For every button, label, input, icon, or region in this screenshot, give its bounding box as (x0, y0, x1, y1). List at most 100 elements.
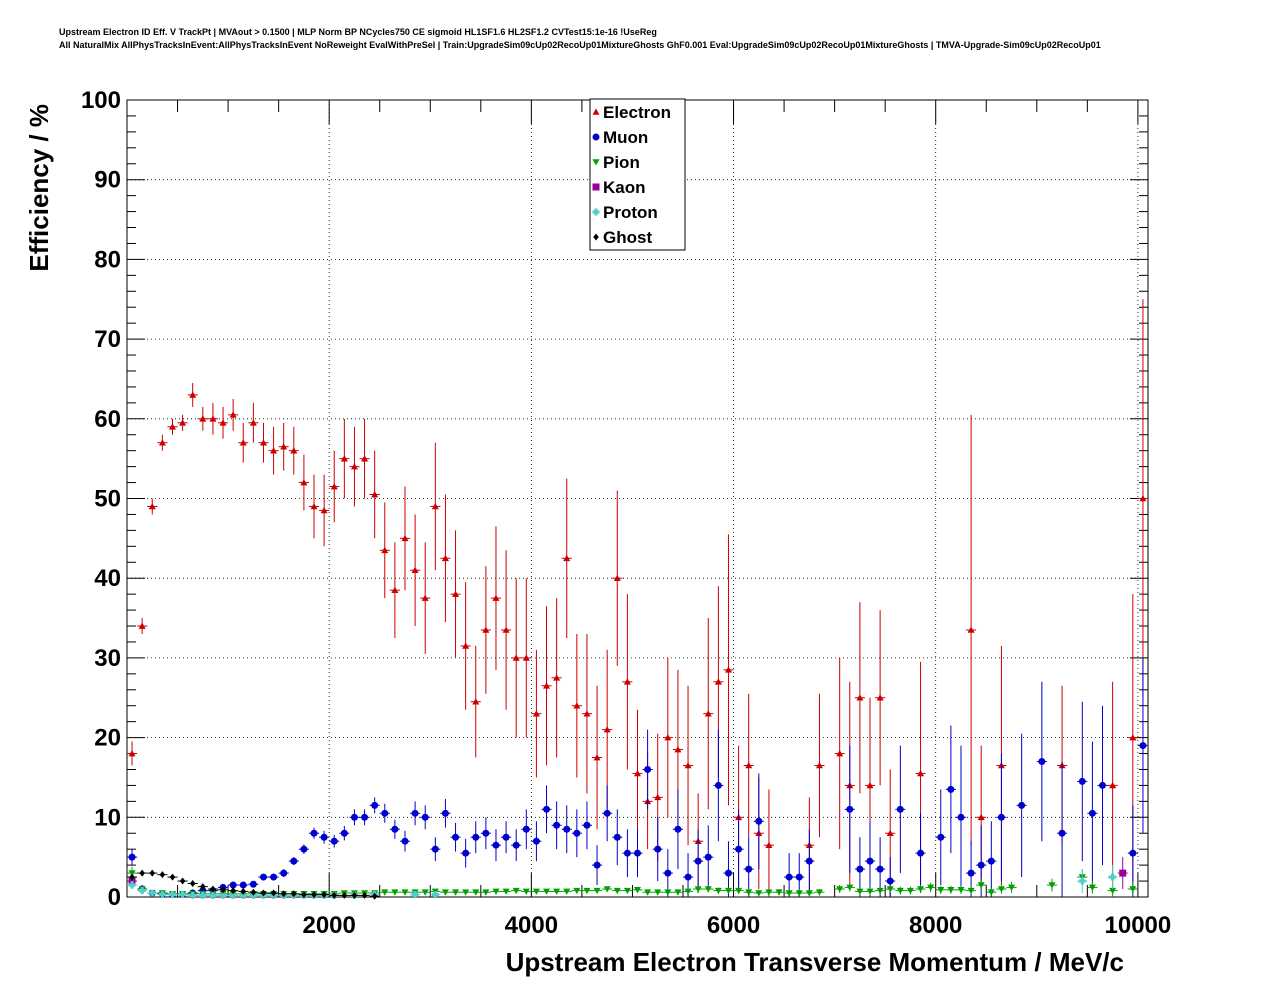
data-point (1058, 829, 1066, 837)
y-tick-label: 0 (108, 884, 121, 911)
legend-entry-proton: Proton (592, 203, 658, 222)
data-point (583, 821, 591, 829)
data-point (421, 813, 429, 821)
data-point (795, 890, 803, 897)
data-point (876, 865, 884, 873)
series-ghost (127, 869, 380, 900)
data-point (270, 873, 278, 881)
data-point (189, 879, 196, 887)
data-point (229, 881, 237, 889)
data-point (704, 886, 712, 893)
data-point (714, 678, 722, 685)
data-point (452, 889, 460, 896)
y-tick-label: 40 (94, 565, 121, 592)
data-point (1109, 781, 1117, 789)
data-point (128, 881, 136, 889)
data-point (239, 439, 247, 446)
data-point (613, 833, 621, 841)
data-point (684, 761, 692, 769)
data-point (431, 891, 439, 899)
data-point (563, 825, 571, 833)
data-point (138, 887, 146, 895)
data-point (361, 813, 369, 821)
data-point (219, 891, 227, 899)
data-point (724, 869, 732, 877)
legend-label: Pion (603, 153, 640, 172)
data-point (270, 447, 278, 454)
data-point (462, 889, 470, 896)
data-point (522, 825, 530, 833)
data-point (1129, 734, 1137, 741)
data-point (199, 415, 207, 422)
data-point (492, 888, 500, 895)
data-point (1008, 884, 1016, 891)
data-point (300, 845, 308, 853)
data-point (401, 534, 409, 542)
data-point (249, 880, 257, 888)
data-point (947, 887, 955, 894)
data-point (200, 883, 206, 891)
data-point (634, 849, 641, 857)
legend-label: Ghost (603, 228, 652, 247)
data-point (795, 873, 803, 881)
data-point (502, 833, 510, 841)
data-point (239, 881, 247, 889)
data-point (462, 642, 470, 649)
data-point (664, 734, 672, 741)
data-point (967, 869, 975, 877)
data-point (179, 419, 187, 426)
data-point (1038, 758, 1046, 766)
data-point (947, 785, 955, 793)
data-point (785, 890, 793, 897)
data-point (775, 889, 783, 896)
data-point (836, 750, 844, 757)
data-point (229, 891, 237, 899)
data-point (593, 887, 601, 895)
data-point (310, 829, 318, 837)
data-point (270, 889, 277, 897)
data-point (543, 888, 551, 895)
data-point (139, 869, 145, 877)
data-point (361, 891, 368, 899)
data-point (896, 887, 904, 895)
data-point (836, 886, 844, 893)
data-point (785, 873, 793, 881)
legend-entry-ghost: Ghost (593, 228, 652, 247)
data-point (1129, 849, 1137, 857)
legend-marker (592, 208, 600, 216)
data-point (301, 891, 307, 899)
data-point (1109, 887, 1117, 895)
data-point (220, 886, 226, 894)
legend-marker (592, 183, 600, 191)
data-point (664, 889, 672, 896)
data-point (472, 833, 480, 841)
data-point (330, 483, 338, 490)
data-point (381, 889, 389, 896)
data-point (866, 857, 874, 865)
data-point (684, 888, 692, 895)
data-point (886, 886, 894, 893)
legend-entry-pion: Pion (592, 153, 640, 172)
data-point (755, 890, 763, 897)
data-point (654, 889, 662, 896)
data-point (371, 491, 379, 498)
data-point (532, 888, 540, 895)
data-point (593, 754, 601, 761)
data-point (532, 837, 540, 845)
data-point (856, 865, 864, 873)
legend-box (589, 98, 686, 251)
y-tick-label: 90 (94, 167, 121, 194)
legend-label: Proton (603, 203, 658, 222)
data-point (1088, 884, 1096, 891)
data-point (492, 841, 500, 849)
data-point (381, 546, 389, 554)
data-point (563, 888, 571, 895)
data-point (896, 805, 904, 813)
legend-marker (592, 133, 600, 141)
data-point (846, 805, 854, 813)
data-point (320, 833, 328, 841)
data-point (815, 761, 823, 769)
data-point (573, 887, 581, 895)
data-point (977, 882, 985, 889)
